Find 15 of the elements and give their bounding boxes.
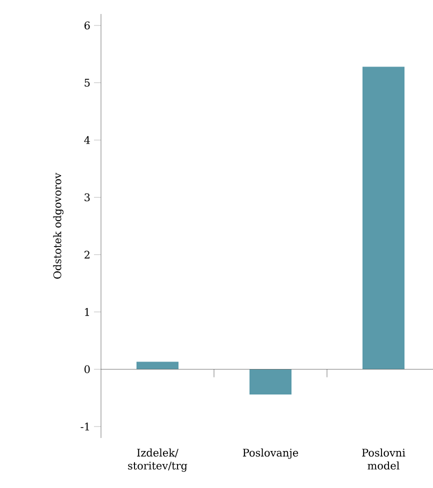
x-tick-label: Poslovanje	[242, 448, 298, 459]
x-tick-label: Izdelek/ storitev/trg	[128, 448, 188, 472]
y-tick-label: 2	[84, 250, 90, 259]
y-tick-label: 5	[84, 78, 90, 87]
y-tick-label: 0	[84, 365, 90, 374]
y-tick-label: 3	[84, 193, 90, 202]
x-tick-label: Poslovni model	[362, 448, 406, 470]
y-tick-label: -1	[80, 422, 89, 430]
y-tick-label: 4	[84, 136, 90, 144]
y-axis-title: Odstotek odgovorov	[53, 172, 64, 279]
bar	[136, 362, 178, 370]
bar	[362, 66, 404, 370]
y-tick-label: 1	[85, 308, 89, 316]
bar	[249, 369, 292, 394]
y-tick-label: 6	[84, 21, 90, 30]
